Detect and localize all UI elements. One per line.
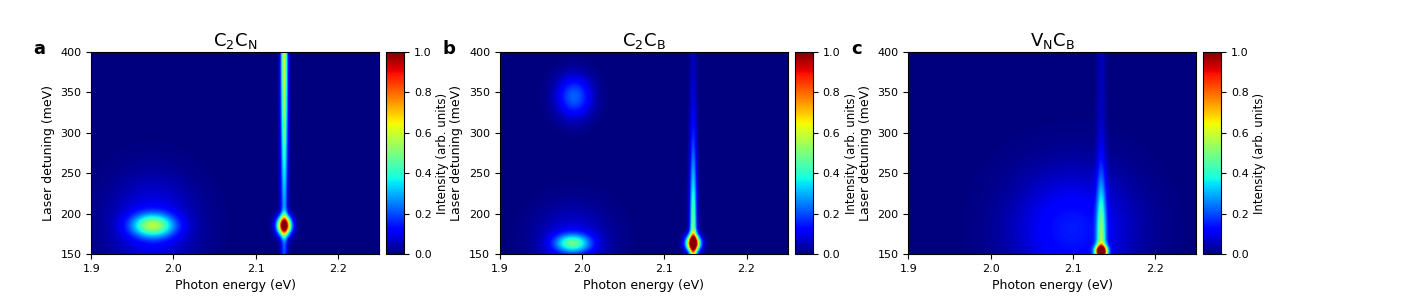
Y-axis label: Laser detuning (meV): Laser detuning (meV) — [42, 85, 55, 221]
X-axis label: Photon energy (eV): Photon energy (eV) — [174, 279, 296, 292]
Title: $\mathrm{C_2C_B}$: $\mathrm{C_2C_B}$ — [622, 32, 665, 51]
Y-axis label: Laser detuning (meV): Laser detuning (meV) — [451, 85, 463, 221]
Y-axis label: Intensity (arb. units): Intensity (arb. units) — [845, 92, 858, 214]
Y-axis label: Intensity (arb. units): Intensity (arb. units) — [1254, 92, 1266, 214]
X-axis label: Photon energy (eV): Photon energy (eV) — [583, 279, 705, 292]
Text: b: b — [442, 40, 455, 58]
Text: a: a — [34, 40, 46, 58]
Y-axis label: Laser detuning (meV): Laser detuning (meV) — [859, 85, 872, 221]
Title: $\mathrm{V_NC_B}$: $\mathrm{V_NC_B}$ — [1031, 32, 1074, 51]
Title: $\mathrm{C_2C_N}$: $\mathrm{C_2C_N}$ — [213, 32, 257, 51]
Text: c: c — [851, 40, 862, 58]
X-axis label: Photon energy (eV): Photon energy (eV) — [991, 279, 1113, 292]
Y-axis label: Intensity (arb. units): Intensity (arb. units) — [437, 92, 449, 214]
